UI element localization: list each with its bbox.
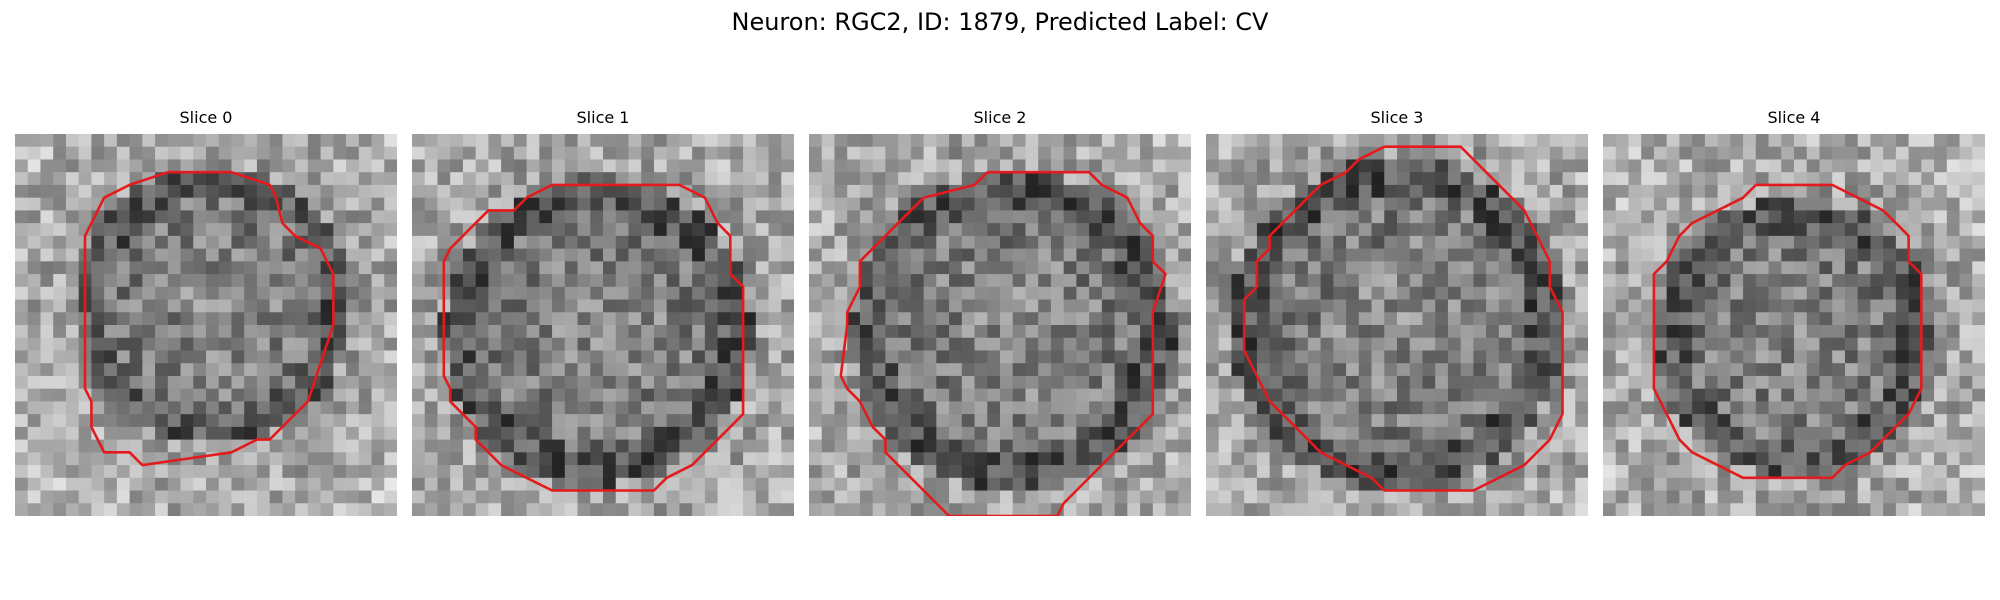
slice-image-4 [1603, 134, 1985, 516]
slice-panel-3: Slice 3 [1206, 108, 1588, 516]
figure-title: Neuron: RGC2, ID: 1879, Predicted Label:… [731, 8, 1269, 36]
slice-panel-4: Slice 4 [1603, 108, 1985, 516]
slice-panel-0: Slice 0 [15, 108, 397, 516]
slice-title: Slice 2 [973, 108, 1027, 127]
slice-image-1 [412, 134, 794, 516]
slice-panel-2: Slice 2 [809, 108, 1191, 516]
slice-title: Slice 4 [1767, 108, 1821, 127]
segmentation-contour [1652, 183, 1923, 480]
slice-title: Slice 3 [1370, 108, 1424, 127]
segmentation-contour [83, 170, 335, 467]
slice-image-0 [15, 134, 397, 516]
segmentation-contour [839, 170, 1167, 516]
segmentation-contour [442, 183, 745, 492]
slice-image-2 [809, 134, 1191, 516]
slice-image-3 [1206, 134, 1588, 516]
slice-title: Slice 1 [576, 108, 630, 127]
segmentation-contour [1242, 145, 1564, 492]
slice-title: Slice 0 [179, 108, 233, 127]
slice-panel-1: Slice 1 [412, 108, 794, 516]
